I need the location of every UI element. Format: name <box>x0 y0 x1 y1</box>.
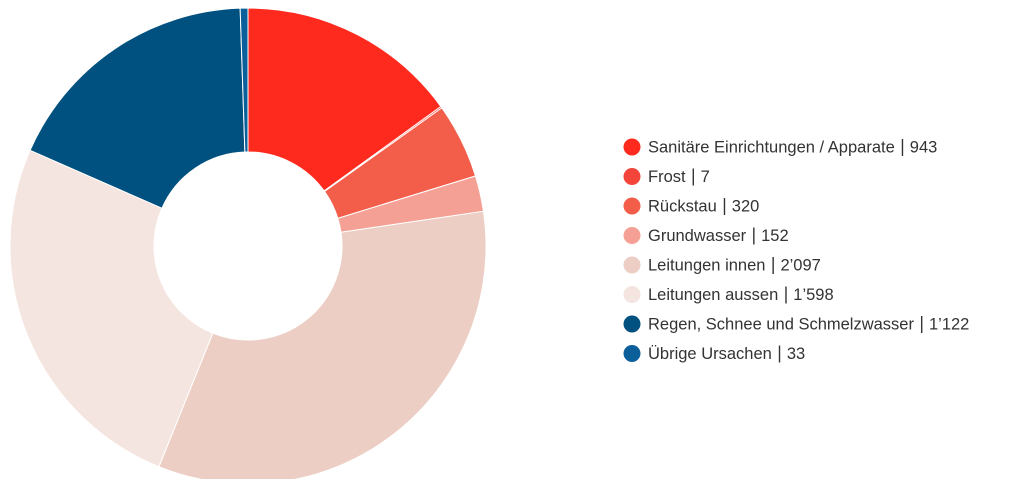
legend-label: Grundwasser <box>648 227 747 245</box>
legend-entry: Frost 7 <box>623 168 710 186</box>
donut-slice <box>247 7 442 192</box>
legend-value: 7 <box>701 168 710 186</box>
legend-label: Regen, Schnee und Schmelzwasser <box>648 315 914 333</box>
legend-value: 33 <box>787 345 805 363</box>
legend-entry: Rückstau 320 <box>623 197 760 215</box>
legend-separator <box>723 198 726 215</box>
legend-separator <box>920 316 923 333</box>
legend-value: 152 <box>761 227 789 245</box>
legend-label: Leitungen aussen <box>648 286 778 304</box>
legend-separator <box>772 257 774 274</box>
legend-swatch <box>623 227 641 244</box>
donut-slice <box>239 7 249 153</box>
donut-slice <box>29 7 246 209</box>
legend-value: 1’598 <box>793 286 833 304</box>
legend-separator <box>778 345 781 363</box>
legend-label: Frost <box>648 168 686 186</box>
legend-swatch <box>623 197 641 215</box>
legend-entry: Regen, Schnee und Schmelzwasser 1’122 <box>623 315 969 333</box>
legend-separator <box>753 227 755 245</box>
legend-swatch <box>623 315 641 333</box>
legend-entry: Sanitäre Einrichtungen / Apparate 943 <box>623 138 938 156</box>
legend-separator <box>901 139 904 156</box>
legend-swatch <box>623 286 641 303</box>
legend-swatch <box>623 256 641 274</box>
legend-separator <box>785 286 787 304</box>
legend-value: 1’122 <box>929 315 969 333</box>
donut-slice <box>9 149 214 468</box>
legend-value: 2’097 <box>780 256 820 274</box>
legend-label: Übrige Ursachen <box>648 345 772 363</box>
legend-separator <box>692 168 694 186</box>
legend-entry: Übrige Ursachen 33 <box>623 345 805 363</box>
legend-value: 320 <box>732 197 760 215</box>
legend-swatch <box>623 345 641 362</box>
legend-swatch <box>623 138 641 156</box>
legend-entry: Grundwasser 152 <box>623 227 789 245</box>
legend-value: 943 <box>910 138 938 156</box>
legend-entry: Leitungen innen 2’097 <box>623 256 821 274</box>
legend-label: Leitungen innen <box>648 256 765 274</box>
legend-swatch <box>623 168 641 185</box>
legend-entry: Leitungen aussen 1’598 <box>623 286 834 304</box>
legend-label: Sanitäre Einrichtungen / Apparate <box>648 138 895 156</box>
legend-label: Rückstau <box>648 197 717 215</box>
